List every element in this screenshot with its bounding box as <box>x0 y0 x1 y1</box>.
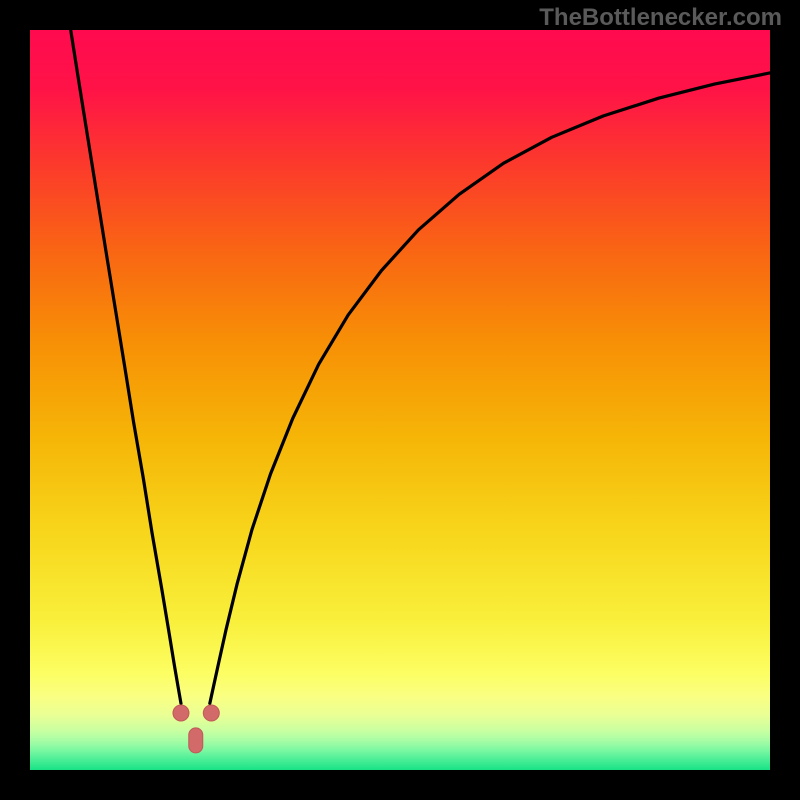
bottleneck-curve-chart <box>30 30 770 770</box>
plot-area <box>30 30 770 770</box>
bottom-u-bar <box>189 728 203 753</box>
curve-right-branch <box>210 73 770 703</box>
watermark-text: TheBottlenecker.com <box>539 4 782 32</box>
curve-left-branch <box>71 30 181 703</box>
bottom-right-dot <box>203 705 219 721</box>
bottom-left-dot <box>173 705 189 721</box>
outer-frame: TheBottlenecker.com <box>0 0 800 800</box>
